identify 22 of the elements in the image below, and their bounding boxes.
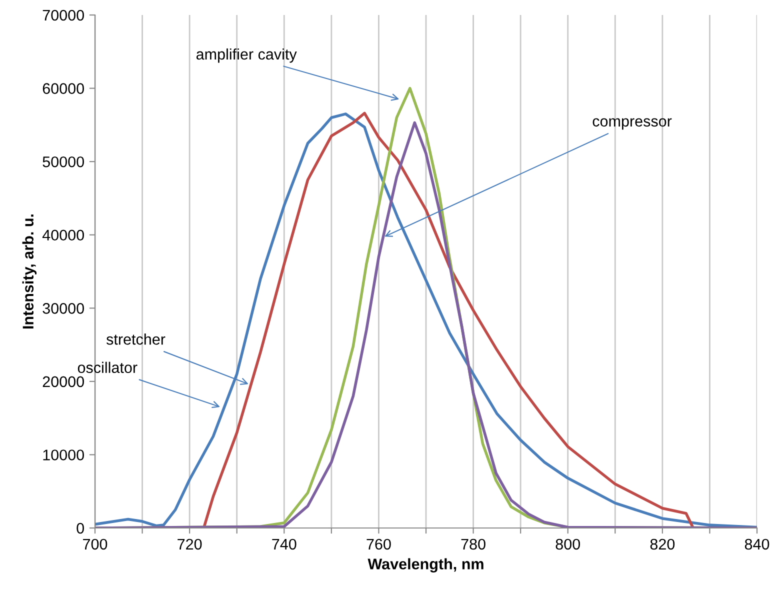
x-axis-title: Wavelength, nm <box>368 558 484 573</box>
y-tick-label: 40000 <box>42 230 84 241</box>
annotation: amplifier cavity <box>196 48 297 63</box>
y-tick-label: 20000 <box>42 376 84 388</box>
x-tick-label: 840 <box>744 538 770 550</box>
y-tick-label: 70000 <box>42 10 84 21</box>
x-tick-label: 720 <box>178 538 202 550</box>
y-tick-label: 0 <box>76 522 84 534</box>
x-tick-label: 780 <box>461 538 486 550</box>
annotation: oscillator <box>78 362 138 374</box>
y-axis-title: Intensity, arb. u. <box>22 214 37 328</box>
y-tick-label: 50000 <box>42 156 84 168</box>
annotation: compressor <box>592 118 672 130</box>
y-tick-label: 30000 <box>42 303 84 314</box>
y-tick-label: 60000 <box>42 83 84 94</box>
x-tick-label: 820 <box>650 538 675 550</box>
x-tick-label: 800 <box>556 538 580 550</box>
annotation: stretcher <box>106 334 166 345</box>
x-tick-label: 760 <box>366 538 391 550</box>
y-tick-label: 10000 <box>43 450 84 460</box>
x-tick-label: 700 <box>83 538 108 550</box>
x-tick-label: 740 <box>272 538 296 550</box>
